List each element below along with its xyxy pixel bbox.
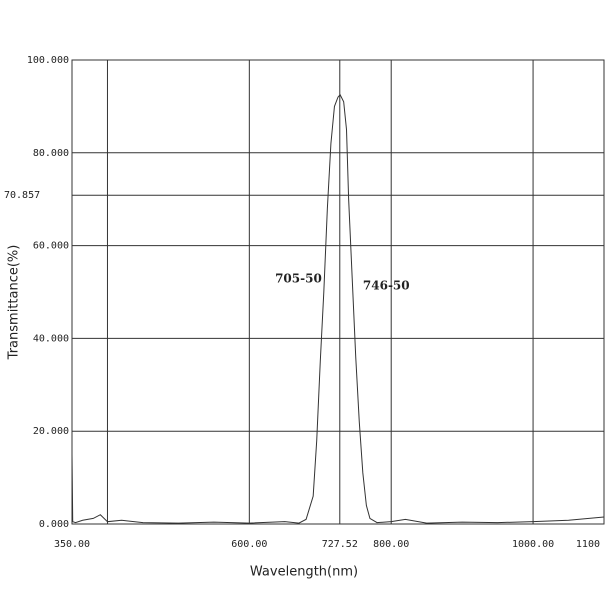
annotation: 705-50 [275,272,322,286]
y-tick-label: 0.000 [39,519,69,530]
x-tick-label: 727.52 [322,539,358,550]
y-tick-label: 80.000 [33,148,69,159]
y-tick-label: 20.000 [33,426,69,437]
x-tick-label: 1100 [576,539,600,550]
x-tick-label: 350.00 [54,539,90,550]
x-axis-label: Wavelength(nm) [250,565,358,580]
y-tick-label: 40.000 [33,333,69,344]
data-line [71,93,605,524]
annotation: 746-50 [363,279,410,293]
y-tick-label: 70.857 [4,190,40,201]
y-tick-label: 100.000 [27,55,69,66]
x-tick-label: 600.00 [231,539,267,550]
plot-frame [71,59,605,525]
y-tick-label: 60.000 [33,241,69,252]
x-tick-label: 800.00 [373,539,409,550]
x-tick-label: 1000.00 [512,539,554,550]
y-axis-label: Transmittance(%) [7,245,22,361]
